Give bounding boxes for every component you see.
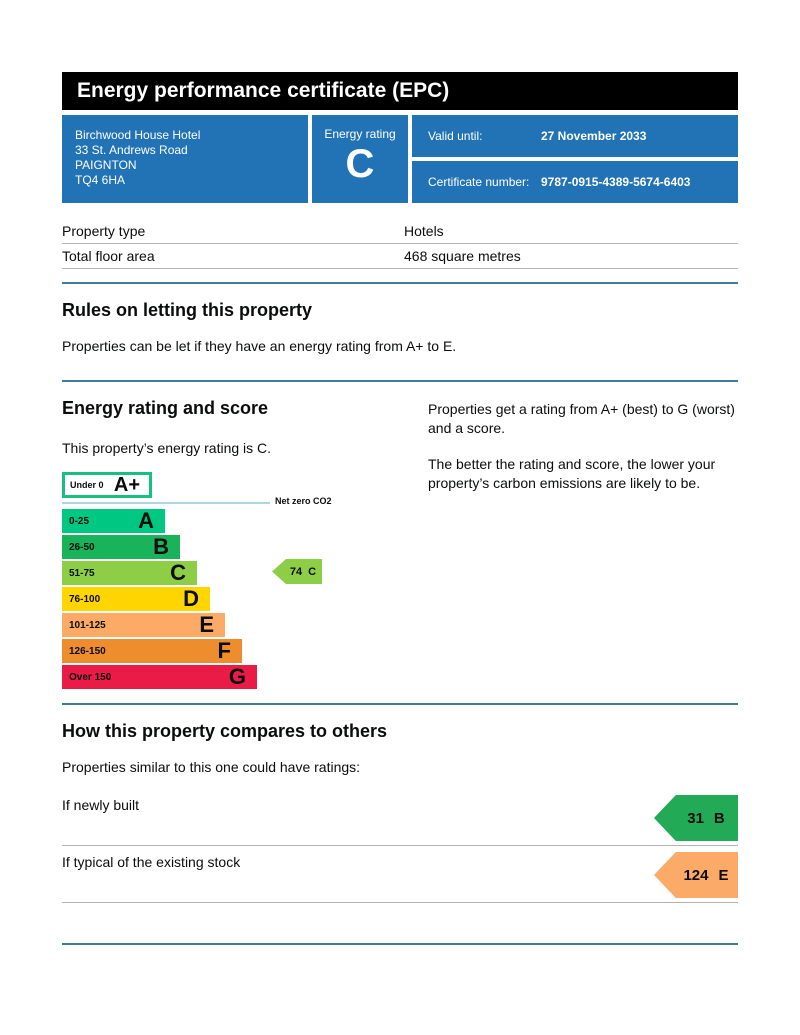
rating-explanation-1: Properties get a rating from A+ (best) t… <box>428 401 735 436</box>
band-letter: D <box>183 586 199 611</box>
band-letter: A+ <box>113 474 140 496</box>
compare-score: 31 <box>687 809 704 827</box>
certificate-number-label: Certificate number: <box>428 175 530 189</box>
band-range-label: 101-125 <box>69 619 106 631</box>
band-letter: B <box>153 534 169 559</box>
net-zero-line <box>62 502 270 504</box>
band-range-label: 26-50 <box>69 541 95 553</box>
compare-row-label: If typical of the existing stock <box>62 854 241 870</box>
certificate-meta-column: Valid until: 27 November 2033 Certificat… <box>412 115 738 203</box>
section-divider <box>62 703 738 705</box>
valid-until-label: Valid until: <box>428 129 483 143</box>
band-letter: G <box>228 664 246 689</box>
valid-until-value: 27 November 2033 <box>541 129 647 143</box>
rating-explanation-column: Properties get a rating from A+ (best) t… <box>428 382 738 689</box>
current-score-arrow: 74 C <box>272 559 322 584</box>
compare-rating-arrow: 31 B <box>654 795 738 841</box>
energy-rating-section: Energy rating and score This property’s … <box>62 382 738 689</box>
rules-heading: Rules on letting this property <box>62 300 313 320</box>
rating-explanation-2: The better the rating and score, the low… <box>428 456 716 491</box>
compare-score: 124 <box>683 866 709 884</box>
address-line: 33 St. Andrews Road <box>75 143 188 157</box>
band-letter: A <box>138 508 154 533</box>
rating-heading: Energy rating and score <box>62 398 269 418</box>
address-line: Birchwood House Hotel <box>75 128 201 142</box>
current-rating: C <box>308 565 317 578</box>
band-range-label: Under 0 <box>70 480 104 490</box>
property-details-table: Property type Hotels Total floor area 46… <box>62 219 738 269</box>
rules-body: Properties can be let if they have an en… <box>62 338 457 354</box>
table-row-floor-area: Total floor area 468 square metres <box>62 244 738 269</box>
compare-rating: B <box>713 809 725 827</box>
epc-band-a: 0-25 A <box>62 509 165 533</box>
energy-rating-label: Energy rating <box>324 127 396 141</box>
page-title: Energy performance certificate (EPC) <box>77 79 450 102</box>
valid-until-row: Valid until: 27 November 2033 <box>412 115 738 157</box>
compare-intro: Properties similar to this one could hav… <box>62 759 361 775</box>
address-line: PAIGNTON <box>75 158 137 172</box>
epc-band-f: 126-150 F <box>62 639 242 663</box>
property-type-value: Hotels <box>404 223 444 239</box>
epc-rating-chart: Under 0 A+ Net zero CO2 0-25 A 26-50 B 51-75… <box>62 472 428 689</box>
floor-area-value: 468 square metres <box>404 248 521 264</box>
energy-rating-value: C <box>345 142 375 186</box>
table-row-property-type: Property type Hotels <box>62 219 738 244</box>
section-divider <box>62 943 738 945</box>
energy-rating-box: Energy rating C <box>312 115 408 203</box>
certificate-content: Energy performance certificate (EPC) Bir… <box>62 0 738 945</box>
band-letter: C <box>170 560 186 585</box>
compare-heading: How this property compares to others <box>62 721 388 741</box>
epc-band-d: 76-100 D <box>62 587 210 611</box>
band-range-label: Over 150 <box>69 671 112 683</box>
section-divider <box>62 282 738 284</box>
summary-banner: Birchwood House Hotel 33 St. Andrews Roa… <box>62 115 738 203</box>
rules-section: Rules on letting this property Propertie… <box>62 300 738 354</box>
epc-band-g: Over 150 G <box>62 665 257 689</box>
certificate-number-row: Certificate number: 9787-0915-4389-5674-… <box>412 161 738 203</box>
epc-band-a-plus: Under 0 A+ <box>62 472 152 498</box>
band-range-label: 126-150 <box>69 645 106 657</box>
property-type-label: Property type <box>62 223 146 239</box>
compare-rating: E <box>718 866 729 884</box>
property-address: Birchwood House Hotel 33 St. Andrews Roa… <box>62 115 308 203</box>
address-line: TQ4 6HA <box>75 173 126 187</box>
epc-band-e: 101-125 E <box>62 613 225 637</box>
compare-rating-arrow: 124 E <box>654 852 738 898</box>
net-zero-label: Net zero CO2 <box>275 496 332 506</box>
epc-band-b: 26-50 B <box>62 535 180 559</box>
band-range-label: 51-75 <box>69 567 95 579</box>
section-divider <box>62 380 738 382</box>
band-letter: E <box>199 612 214 637</box>
current-score: 74 <box>289 565 303 578</box>
band-range-label: 76-100 <box>69 593 101 605</box>
floor-area-label: Total floor area <box>62 248 155 264</box>
page-title-bar: Energy performance certificate (EPC) <box>62 72 738 110</box>
rating-chart-column: Energy rating and score This property’s … <box>62 382 428 689</box>
band-letter: F <box>217 638 231 663</box>
certificate-number-value: 9787-0915-4389-5674-6403 <box>541 175 691 189</box>
rating-intro: This property’s energy rating is C. <box>62 440 272 456</box>
band-range-label: 0-25 <box>69 515 90 527</box>
compare-row-label: If newly built <box>62 797 140 813</box>
compare-section: How this property compares to others Pro… <box>62 721 738 903</box>
compare-row: If newly built 31 B <box>62 789 738 846</box>
compare-row-list: If newly built 31 B If typical of the exist… <box>62 789 738 903</box>
epc-band-c: 51-75 C <box>62 561 197 585</box>
compare-row: If typical of the existing stock 124 E <box>62 846 738 903</box>
